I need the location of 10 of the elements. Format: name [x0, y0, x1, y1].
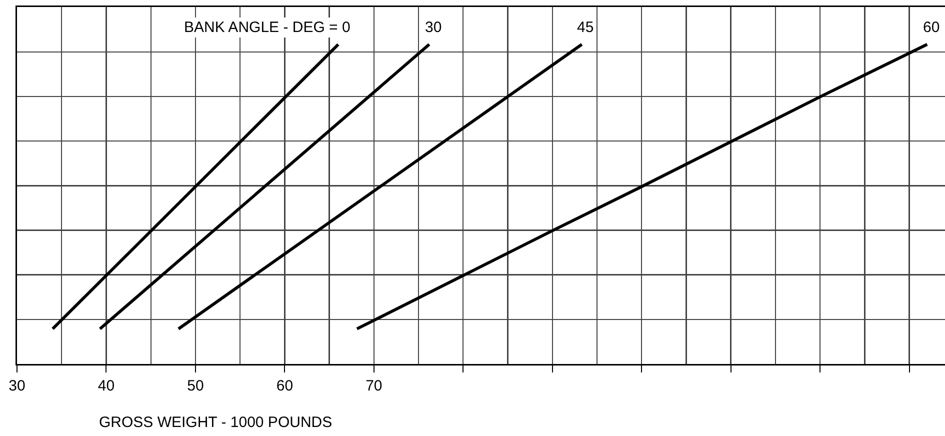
x-axis-title: GROSS WEIGHT - 1000 POUNDS: [99, 414, 332, 431]
x-tick-label: 70: [366, 378, 382, 394]
x-tick-label: 60: [276, 378, 294, 394]
x-tick-label: 40: [98, 378, 115, 394]
x-tick-label: 50: [187, 378, 204, 394]
series-label: 60: [923, 19, 940, 36]
series-label: 30: [425, 19, 442, 36]
series-label: 45: [577, 19, 594, 36]
series-label: BANK ANGLE - DEG = 0: [184, 19, 350, 36]
x-tick-label: 30: [8, 378, 26, 394]
